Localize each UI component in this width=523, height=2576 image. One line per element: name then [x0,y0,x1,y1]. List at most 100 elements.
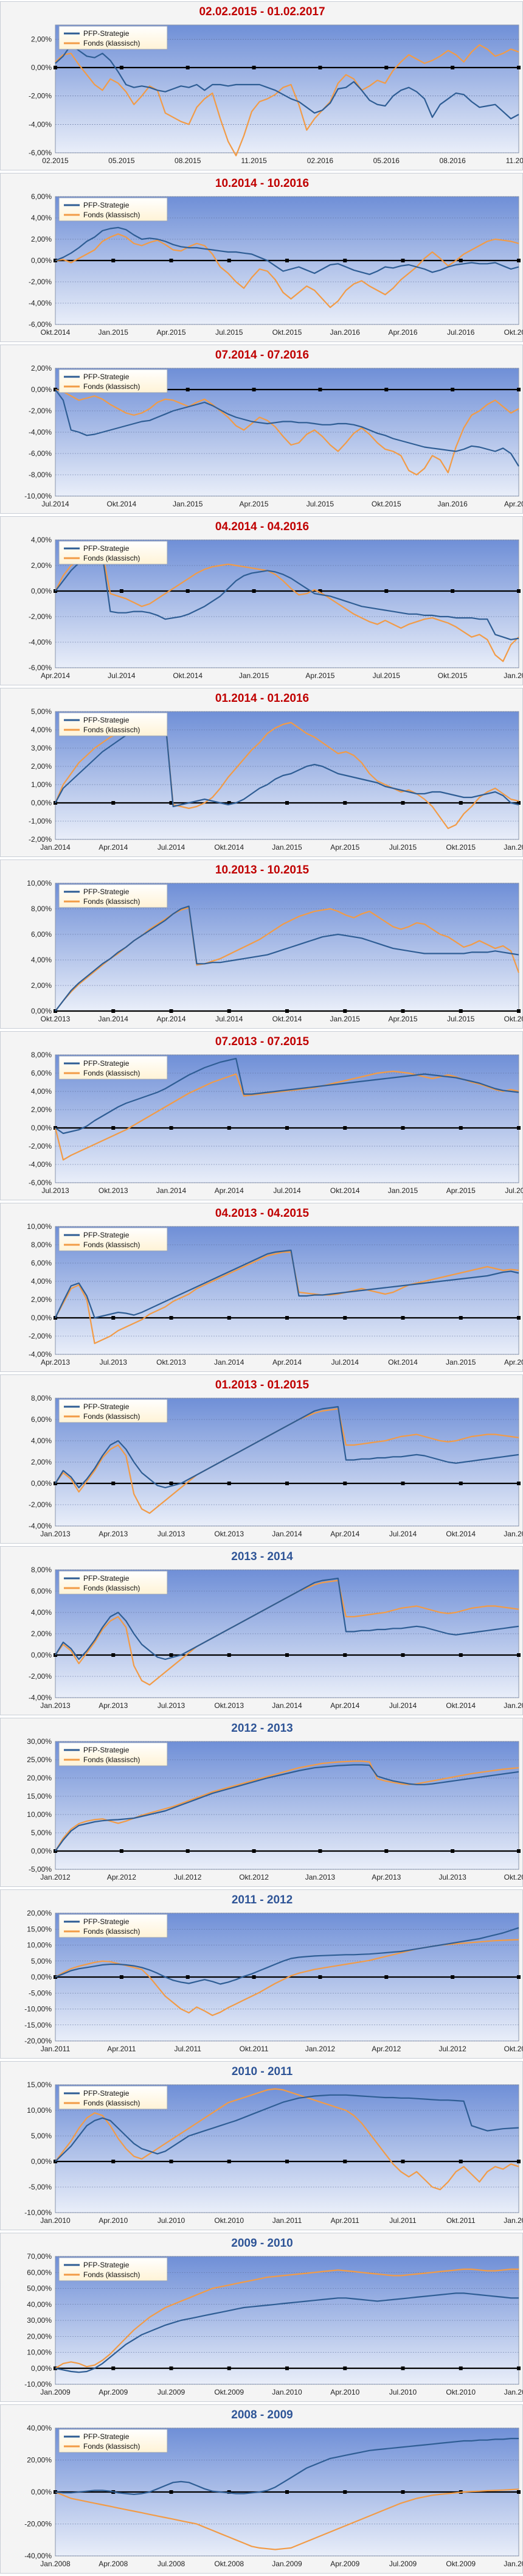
legend-label: Fonds (klassisch) [83,382,140,391]
zero-line-marker [343,2490,347,2494]
y-tick-label: 0,00% [31,1651,52,1659]
y-tick-label: 20,00% [27,1909,52,1917]
x-tick-label: Jul.2012 [174,1873,202,1881]
x-tick-label: Jan.2015 [504,1701,523,1710]
y-tick-label: -6,00% [29,1178,52,1187]
x-tick-label: Jul.2013 [158,1701,185,1710]
legend-label: Fonds (klassisch) [83,2442,140,2451]
legend-label: PFP-Strategie [83,2432,130,2441]
y-tick-label: 4,00% [31,536,52,544]
chart-svg: 04.2014 - 04.2016 4,00% 2,00% 0,00% -2,00% -4… [29,520,523,680]
zero-line-marker [227,1009,231,1013]
legend-label: Fonds (klassisch) [83,2099,140,2107]
zero-line-marker [227,2490,231,2494]
chart-panel: 2012 - 2013 30,00% 25,00% 20,00% 15,00% 10,00… [0,1718,523,1887]
x-tick-label: Okt.2013 [504,1873,523,1881]
x-tick-label: Apr.2011 [331,2216,359,2225]
x-tick-label: Jul.2008 [158,2560,185,2568]
zero-line-marker [285,1316,289,1320]
legend-box [58,2429,168,2453]
x-tick-label: Jul.2014 [158,843,185,852]
series-line-strategy [55,1577,519,1661]
y-tick-label: 0,00% [31,1124,52,1132]
y-tick-label: 2,00% [31,762,52,771]
y-tick-label: -6,00% [29,149,52,157]
chart-panel: 01.2014 - 01.2016 5,00% 4,00% 3,00% 2,00% 1,0… [0,688,523,857]
chart-panel: 2009 - 2010 70,00% 60,00% 50,00% 40,00% 30,00… [0,2233,523,2402]
legend-box [58,884,168,908]
y-tick-label: 5,00% [31,707,52,716]
y-tick-label: 15,00% [27,1925,52,1933]
y-tick-label: 0,00% [31,385,52,394]
zero-line-marker [111,259,116,262]
zero-line-marker [401,1009,405,1013]
x-tick-label: Apr.2014 [99,843,128,852]
chart-panel: 2013 - 2014 8,00% 6,00% 4,00% 2,00% 0,00% -2,0… [0,1546,523,1715]
zero-line-marker [517,1975,521,1979]
x-tick-label: Okt.2015 [446,843,476,852]
x-tick-label: Jul.2013 [158,1530,185,1538]
y-tick-label: 0,00% [31,1479,52,1488]
x-tick-label: Okt.2014 [446,1530,476,1538]
legend-label: PFP-Strategie [83,1402,130,1411]
zero-line-marker [384,1975,389,1979]
y-tick-label: -4,00% [29,638,52,646]
y-tick-label: 6,00% [31,1415,52,1424]
y-tick-label: -20,00% [24,2037,52,2045]
chart-panel: 01.2013 - 01.2015 8,00% 6,00% 4,00% 2,00% 0,0… [0,1374,523,1544]
zero-line-marker [111,1009,116,1013]
x-tick-label: Jul.2015 [389,843,417,852]
y-tick-label: 4,00% [31,1277,52,1286]
legend-label: Fonds (klassisch) [83,554,140,562]
zero-line-marker [318,1975,322,1979]
chart-title: 10.2014 - 10.2016 [215,177,309,190]
x-tick-label: Apr.2009 [99,2388,128,2396]
zero-line-marker [227,1126,231,1130]
chart-svg: 02.02.2015 - 01.02.2017 2,00% 0,00% -2,00% -… [29,5,523,165]
x-tick-label: Apr.2013 [41,1358,70,1367]
legend-box [58,369,168,393]
series-line-strategy [55,555,519,640]
y-tick-label: -2,00% [29,1332,52,1340]
x-tick-label: Jan.2011 [504,2388,523,2396]
y-tick-label: -5,00% [29,1865,52,1874]
y-tick-label: 70,00% [27,2252,52,2261]
zero-line-marker [451,1975,455,1979]
zero-line-marker [517,1316,521,1320]
zero-line-marker [227,259,231,262]
x-tick-label: Jul.2013 [438,1873,466,1881]
x-tick-label: Jul.2015 [215,328,243,337]
zero-line-marker [227,801,231,805]
chart-title: 2010 - 2011 [232,2065,293,2078]
zero-line-marker [119,589,123,593]
legend-label: PFP-Strategie [83,201,130,209]
zero-line-marker [185,1975,190,1979]
y-tick-label: -5,00% [29,1989,52,1997]
x-tick-label: Apr.2008 [99,2560,128,2568]
y-tick-label: 2,00% [31,35,52,43]
zero-line-marker [185,589,190,593]
chart-svg: 2011 - 2012 20,00% 15,00% 10,00% 5,00% 0,00% -… [24,1894,523,2053]
y-tick-label: -1,00% [29,817,52,825]
y-tick-label: -4,00% [29,299,52,307]
series-line-fund [55,2488,519,2550]
zero-line-marker [384,66,389,69]
y-tick-label: -2,00% [29,1500,52,1509]
x-tick-label: Jul.2009 [389,2560,417,2568]
x-tick-label: Apr.2011 [107,2045,136,2053]
x-tick-label: Okt.2008 [214,2560,244,2568]
chart-title: 02.02.2015 - 01.02.2017 [199,5,325,18]
zero-line-marker [252,388,256,391]
x-tick-label: Jan.2016 [504,671,523,680]
y-tick-label: 0,00% [31,2488,52,2496]
y-tick-label: 4,00% [31,1608,52,1617]
x-tick-label: 02.2016 [307,156,334,165]
zero-line-marker [517,259,521,262]
y-tick-label: 6,00% [31,1587,52,1595]
y-tick-label: 30,00% [27,1737,52,1746]
x-tick-label: Jul.2015 [447,1015,475,1023]
legend-label: PFP-Strategie [83,2089,130,2098]
series-line-strategy [55,226,519,275]
zero-line-marker [285,259,289,262]
